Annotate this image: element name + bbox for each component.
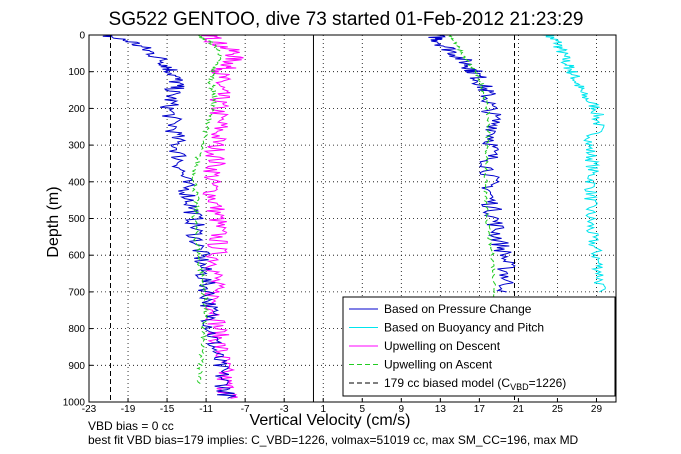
x-tick-label: -19 (121, 404, 136, 415)
x-tick-label: 17 (474, 404, 486, 415)
chart-title: SG522 GENTOO, dive 73 started 01-Feb-201… (109, 9, 584, 30)
series-upwelling-ascent (191, 34, 224, 385)
x-tick-label: 25 (552, 404, 564, 415)
legend-label-suffix: =1226) (529, 376, 567, 390)
y-tick-label: 900 (68, 361, 85, 372)
y-tick-label: 600 (68, 251, 85, 262)
legend-box (342, 296, 616, 397)
y-tick-label: 400 (68, 177, 85, 188)
x-tick-label: 13 (435, 404, 447, 415)
x-tick-label: 5 (359, 404, 365, 415)
x-tick-label: -23 (82, 404, 97, 415)
series-pressure-descent (102, 34, 236, 399)
x-tick-label: 29 (591, 404, 603, 415)
legend-label: Upwelling on Ascent (384, 358, 493, 372)
legend-label: Based on Buoyancy and Pitch (384, 321, 544, 335)
series-ascent-model-green (448, 34, 497, 311)
footer-vbd-bias: VBD bias = 0 cc (88, 419, 174, 433)
x-axis-ticks: -23 -19 -15 -11 -7 -3 1 5 9 13 17 21 25 29 (82, 398, 603, 415)
y-tick-label: 0 (79, 31, 85, 42)
y-tick-label: 300 (68, 141, 85, 152)
legend-label: 179 cc biased model (CVBD=1226) (384, 376, 566, 392)
y-axis-label: Depth (m) (45, 186, 62, 257)
y-tick-label: 500 (68, 214, 85, 225)
y-tick-label: 1000 (63, 398, 86, 409)
x-tick-label: -15 (160, 404, 175, 415)
y-tick-label: 800 (68, 324, 85, 335)
x-tick-label: 9 (399, 404, 405, 415)
y-tick-label: 700 (68, 287, 85, 298)
series-buoyancy-pitch (540, 34, 606, 293)
series-pressure-ascent (428, 34, 517, 293)
y-axis-ticks: 0 100 200 300 400 500 600 700 800 900 1000 (63, 31, 93, 409)
legend-label-prefix: 179 cc biased model (C (384, 376, 510, 390)
x-axis-label: Vertical Velocity (cm/s) (250, 412, 411, 429)
legend-label: Upwelling on Descent (384, 339, 501, 353)
x-tick-label: -11 (199, 404, 213, 415)
footer-best-fit: best fit VBD bias=179 implies: C_VBD=122… (88, 433, 579, 447)
legend-label-subscript: VBD (510, 382, 529, 392)
x-tick-label: 21 (513, 404, 525, 415)
y-tick-label: 100 (68, 67, 85, 78)
y-tick-label: 200 (68, 104, 85, 115)
x-tick-label: -7 (241, 404, 250, 415)
legend-label: Based on Pressure Change (384, 302, 532, 316)
x-tick-label: 1 (320, 404, 326, 415)
series-layer (102, 34, 606, 402)
x-tick-label: -3 (280, 404, 289, 415)
legend: Based on Pressure Change Based on Buoyanc… (342, 296, 616, 397)
